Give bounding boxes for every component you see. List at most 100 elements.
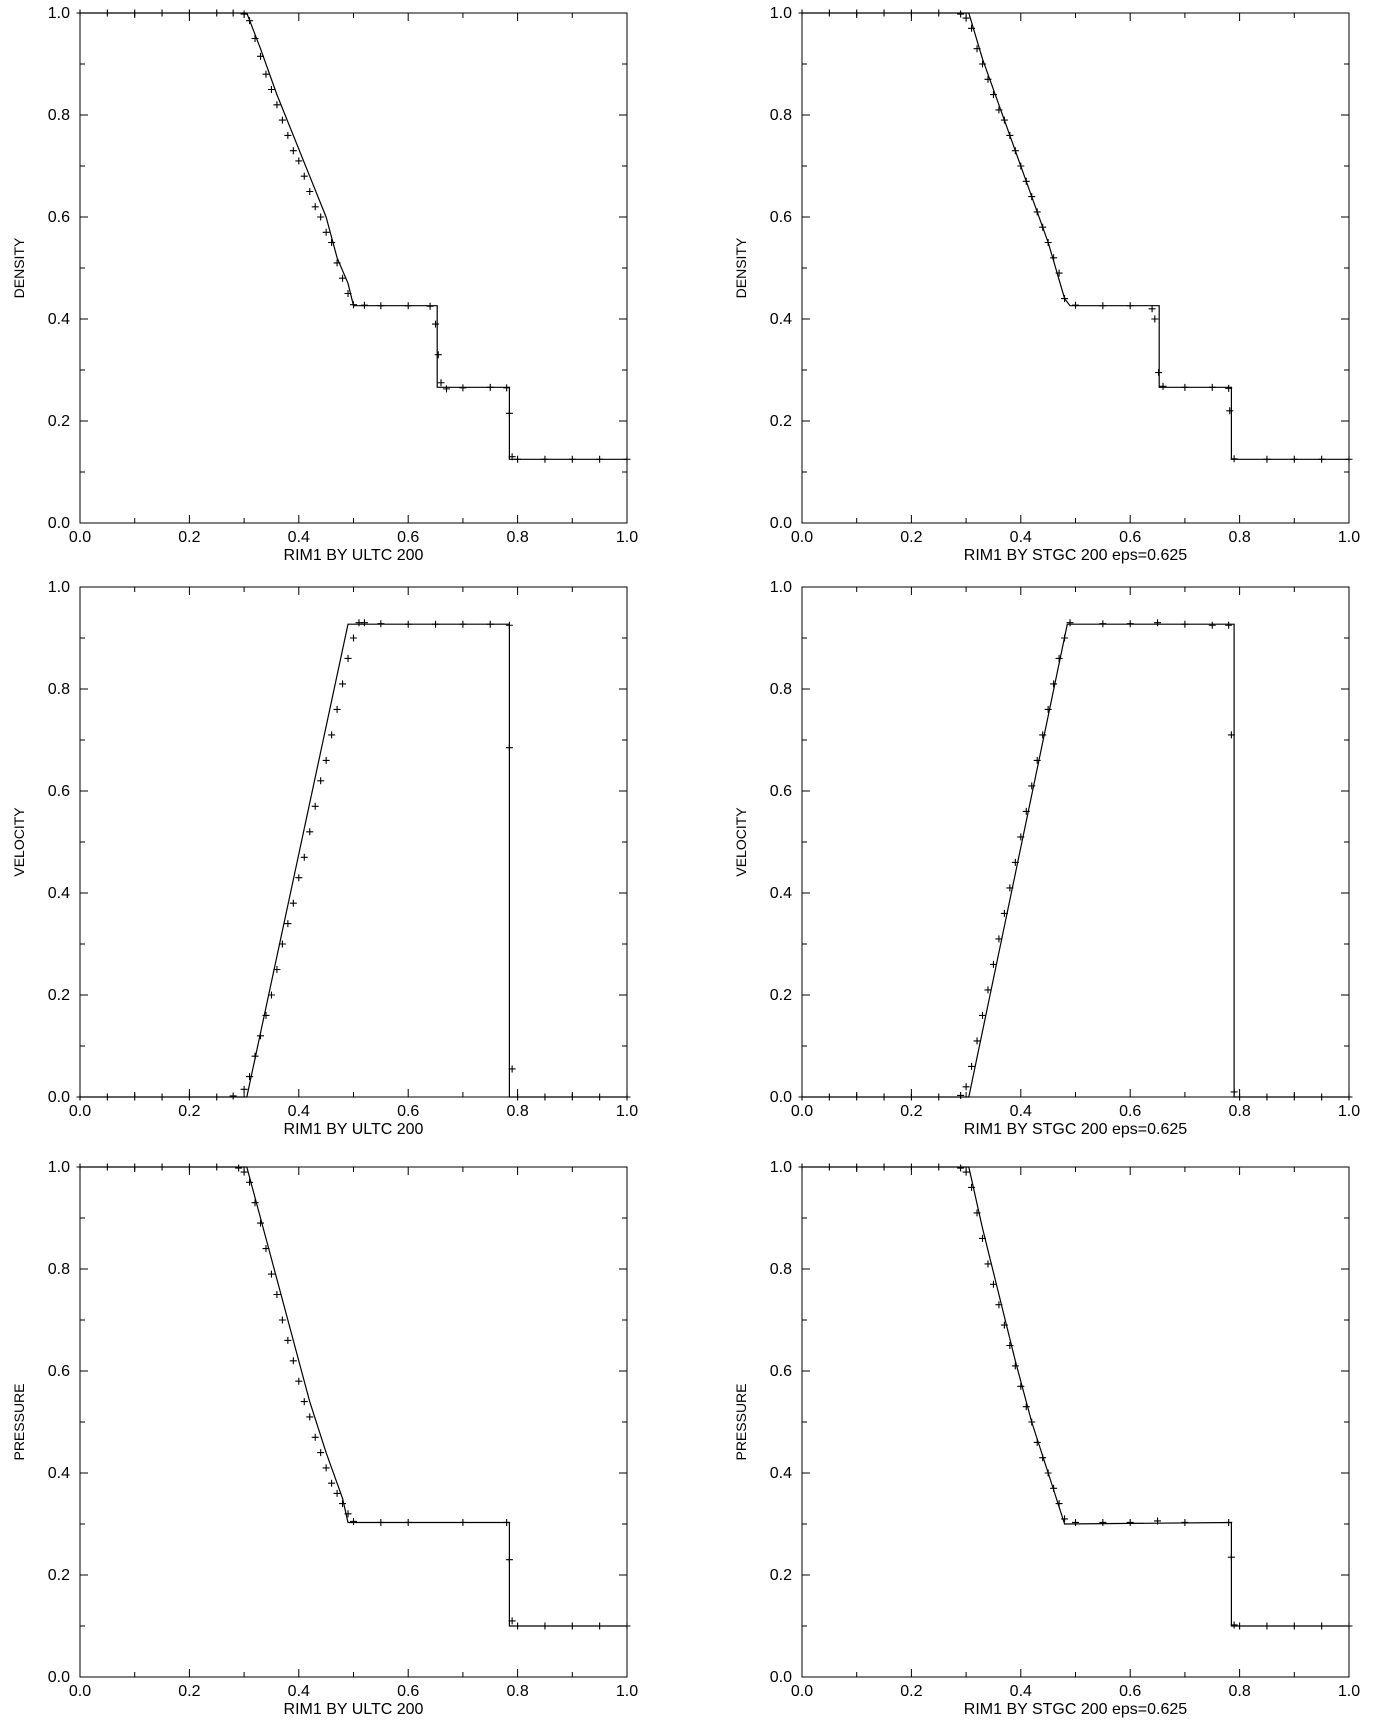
plus-marker — [158, 1163, 166, 1171]
plus-marker — [404, 302, 412, 310]
plus-marker — [360, 619, 368, 627]
y-tick-label: 0.2 — [48, 1567, 70, 1584]
plus-marker — [377, 1518, 385, 1526]
exact-solution-line — [80, 12, 627, 460]
x-tick-label: 0.0 — [69, 1683, 91, 1700]
panel-density-left: 0.0 0.2 0.4 0.6 0.8 1.0 0.0 0.2 0.4 0.6 0.8 1.0 RIM1… — [11, 5, 638, 564]
x-tick-label: 0.4 — [288, 1103, 310, 1120]
plus-marker — [1225, 384, 1233, 392]
plus-marker — [1050, 254, 1058, 262]
x-tick-label: 0.8 — [506, 1683, 528, 1700]
plus-marker — [295, 157, 303, 165]
x-tick-label: 1.0 — [1338, 1103, 1360, 1120]
plus-marker — [1345, 1093, 1353, 1101]
plus-marker — [158, 9, 166, 17]
y-tick-label: 0.8 — [48, 681, 70, 698]
plus-marker — [1230, 1088, 1238, 1096]
plus-marker — [267, 86, 275, 93]
plus-marker — [273, 966, 281, 973]
x-tick-label: 0.0 — [791, 1103, 813, 1120]
plus-marker — [434, 351, 442, 359]
plus-marker — [962, 1083, 970, 1091]
plus-marker — [995, 106, 1003, 114]
y-tick-label: 1.0 — [770, 5, 792, 22]
exact-solution-line — [802, 12, 1349, 460]
plus-marker — [459, 384, 467, 392]
plus-marker — [1066, 619, 1074, 627]
plus-marker — [350, 301, 357, 309]
y-tick-label: 0.6 — [48, 209, 70, 226]
plus-marker — [1061, 295, 1069, 303]
x-tick-label: 0.6 — [1119, 1683, 1141, 1700]
x-tick-label: 0.2 — [178, 1103, 200, 1120]
y-axis-label: DENSITY — [733, 237, 749, 298]
y-tick-label: 0.0 — [48, 515, 70, 532]
plus-marker — [1225, 621, 1233, 629]
y-tick-label: 1.0 — [770, 579, 792, 596]
plus-marker — [262, 70, 270, 78]
plot-frame — [801, 12, 1350, 524]
plus-marker — [825, 1093, 833, 1101]
exact-solution-line — [802, 1166, 1349, 1627]
plus-marker — [853, 1163, 861, 1171]
plus-marker — [1208, 621, 1216, 629]
y-tick-label: 0.4 — [48, 885, 70, 902]
plus-marker — [1126, 620, 1134, 628]
x-axis-label: RIM1 BY ULTC 200 — [284, 1121, 424, 1138]
plus-marker — [1263, 1622, 1271, 1630]
plus-marker — [404, 1518, 412, 1526]
plus-marker — [459, 1518, 467, 1526]
plus-marker — [1022, 1403, 1030, 1411]
plus-marker — [103, 1093, 111, 1101]
x-tick-label: 0.0 — [69, 529, 91, 546]
plus-marker — [1345, 1622, 1353, 1630]
plus-marker — [289, 147, 297, 155]
plus-marker — [968, 1062, 976, 1070]
plus-marker — [514, 1622, 522, 1630]
plus-marker — [185, 9, 193, 17]
plus-marker — [284, 1336, 292, 1344]
exact-solution-line — [80, 1166, 627, 1627]
y-tick-label: 0.6 — [48, 783, 70, 800]
x-tick-label: 0.8 — [506, 529, 528, 546]
plus-marker — [300, 172, 308, 180]
plus-marker — [1318, 455, 1326, 463]
plus-marker — [1061, 634, 1069, 642]
panel-pressure-right: 0.0 0.2 0.4 0.6 0.8 1.0 0.0 0.2 0.4 0.6 0.8 1.0 RIM1… — [733, 1159, 1360, 1718]
y-tick-label: 0.6 — [770, 209, 792, 226]
x-tick-label: 0.2 — [178, 529, 200, 546]
plus-marker — [1044, 239, 1052, 246]
x-tick-label: 0.2 — [900, 1103, 922, 1120]
solution-curve — [802, 12, 1349, 460]
plus-marker — [541, 1093, 549, 1101]
y-tick-label: 0.0 — [48, 1089, 70, 1106]
numerical-solution-markers — [798, 9, 1353, 463]
plus-marker — [968, 24, 976, 32]
x-tick-label: 0.4 — [1010, 1103, 1032, 1120]
plus-marker — [333, 1489, 341, 1497]
plus-marker — [1126, 1518, 1134, 1526]
plus-marker — [322, 1464, 330, 1472]
plus-marker — [267, 991, 275, 999]
plus-marker — [1055, 654, 1063, 662]
plus-marker — [317, 777, 325, 785]
y-tick-label: 0.2 — [770, 1567, 792, 1584]
x-tick-label: 0.2 — [178, 1683, 200, 1700]
y-tick-label: 0.2 — [48, 413, 70, 430]
plus-marker — [1017, 833, 1025, 841]
plus-marker — [973, 1037, 981, 1045]
plus-marker — [1230, 455, 1238, 463]
solution-curve — [802, 623, 1349, 1098]
plus-marker — [350, 634, 357, 642]
plus-marker — [1028, 782, 1036, 790]
plus-marker — [284, 131, 292, 139]
plus-marker — [404, 620, 412, 628]
plus-marker — [514, 455, 522, 463]
plus-marker — [541, 455, 549, 463]
solution-curve — [80, 12, 627, 460]
plus-marker — [328, 731, 336, 739]
plus-marker — [907, 1093, 915, 1101]
plus-marker — [957, 1164, 965, 1172]
plus-marker — [1044, 1469, 1052, 1477]
y-axis-label: VELOCITY — [11, 807, 27, 877]
